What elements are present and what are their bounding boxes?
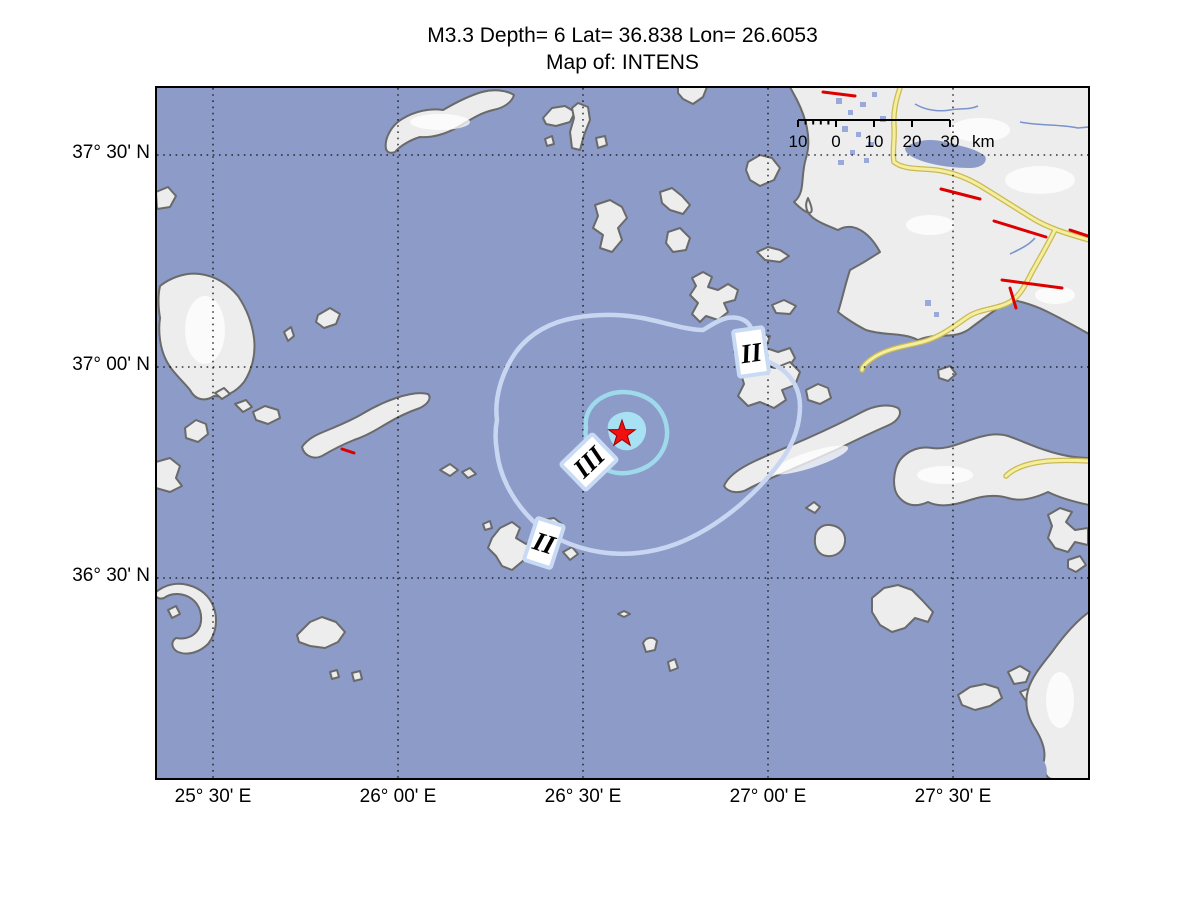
island-lipsi-b: [771, 299, 797, 315]
map-svg: 10 0 10 20 30 km II III II: [157, 88, 1088, 778]
intensity-box-northeast: II: [731, 325, 771, 379]
x-tick-label-27-30E: 27° 30' E: [914, 786, 992, 807]
terrain-highlights: [185, 114, 1075, 728]
graticule: [157, 88, 1088, 778]
islet-fournoi-c: [544, 135, 555, 147]
island-alimia: [1007, 665, 1031, 685]
islet-astypalaia-e: [562, 546, 579, 561]
x-tick-label-27-00E: 27° 00' E: [729, 786, 807, 807]
island-santorini: [157, 582, 217, 655]
islet-koufonisi-b: [234, 399, 253, 413]
island-lipsi-a: [756, 246, 790, 263]
rhodes-bay: [1036, 758, 1047, 778]
island-kos: [723, 404, 901, 494]
x-tick-label-26-30E: 26° 30' E: [544, 786, 622, 807]
scale-tick-label-1: 0: [831, 132, 840, 151]
island-amorgos: [301, 392, 431, 459]
islet-astypalaia-nw: [482, 520, 493, 531]
islet-a: [283, 326, 295, 342]
y-tick-label-37-00N: 37° 00' N: [72, 354, 150, 375]
y-tick-label-37-30N: 37° 30' N: [72, 142, 150, 163]
title-line-1: M3.3 Depth= 6 Lat= 36.838 Lon= 26.6053: [427, 24, 818, 47]
island-small-left-edge: [157, 186, 177, 210]
island-ios-tip: [157, 457, 183, 493]
x-tick-label-25-30E: 25° 30' E: [174, 786, 252, 807]
island-nisyros: [813, 523, 847, 558]
intensity-box-epicentral: III: [559, 432, 619, 492]
island-tilos: [871, 584, 934, 633]
island-agathonisi: [745, 154, 781, 187]
islet-b: [329, 669, 340, 680]
island-arki-c: [665, 227, 691, 253]
island-chalki: [957, 683, 1003, 711]
island-schinousa: [184, 419, 209, 443]
islet-symi-s: [1067, 555, 1087, 573]
island-fournoi-a: [542, 105, 576, 127]
island-samos-tip: [677, 88, 708, 105]
scale-unit-label: km: [972, 132, 995, 151]
lake-bafa: [905, 140, 986, 168]
outer-isoseismal-II: [493, 312, 803, 556]
turkey-datca-peninsula: [893, 433, 1088, 507]
intensity-box-southwest: II: [522, 516, 566, 570]
islet-e: [667, 658, 679, 672]
fault-lines: [340, 90, 1088, 455]
island-pserimos: [805, 383, 832, 405]
islet-syrna: [642, 636, 658, 653]
y-tick-label-36-30N: 36° 30' N: [72, 565, 150, 586]
scale-tick-label-4: 30: [941, 132, 960, 151]
roads: [859, 88, 1088, 479]
island-symi: [1047, 507, 1088, 553]
island-arki-a: [592, 199, 628, 253]
islet-levitha: [461, 467, 477, 479]
island-arki-b: [659, 187, 691, 215]
islet-d: [617, 610, 631, 618]
island-donousa: [315, 307, 341, 329]
x-tick-label-26-00E: 26° 00' E: [359, 786, 437, 807]
scale-tick-label-0: 10: [789, 132, 808, 151]
scale-tick-label-2: 10: [865, 132, 884, 151]
rivers: [914, 103, 1088, 255]
scale-tick-label-3: 20: [903, 132, 922, 151]
islet-kinaros: [439, 463, 459, 477]
islet-fournoi-d: [595, 135, 608, 149]
map-title: M3.3 Depth= 6 Lat= 36.838 Lon= 26.6053 M…: [157, 22, 1088, 76]
epicenter-star-icon: [607, 418, 637, 447]
title-line-2: Map of: INTENS: [546, 51, 699, 74]
island-anafi: [296, 616, 346, 649]
island-keros: [252, 405, 281, 425]
islet-santorini-caldera: [167, 605, 181, 619]
island-patmos: [689, 271, 739, 323]
islet-c: [351, 670, 363, 682]
islet-kara-ada: [937, 365, 957, 382]
islet-koufonisi-a: [214, 387, 231, 400]
scale-bar: 10 0 10 20 30 km: [789, 119, 995, 151]
island-fournoi-b: [569, 102, 591, 151]
island-gyali: [805, 501, 821, 514]
map-canvas: 10 0 10 20 30 km II III II: [155, 86, 1090, 780]
